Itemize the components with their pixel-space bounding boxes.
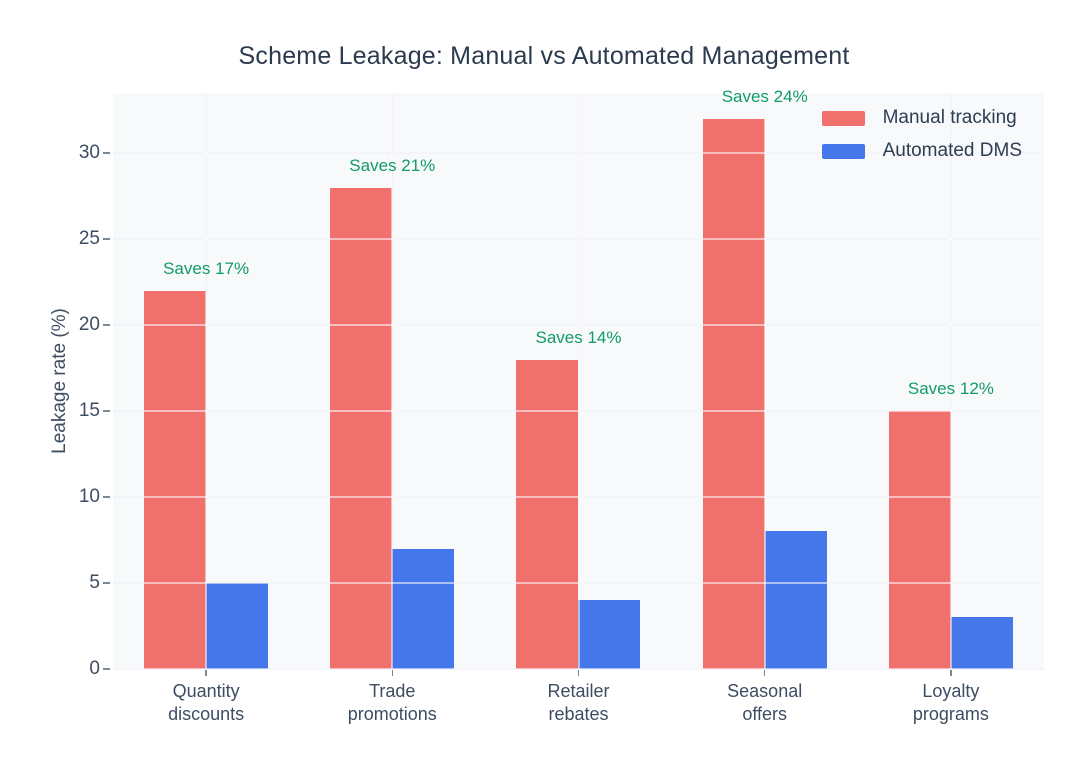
x-tick-mark <box>577 669 580 676</box>
y-tick-label: 20 <box>78 314 100 336</box>
legend-label: Manual tracking <box>882 107 1017 128</box>
y-tick-label: 0 <box>89 658 100 679</box>
y-tick-mark <box>103 582 110 584</box>
y-tick-mark <box>103 152 110 154</box>
x-tick-mark <box>950 669 952 676</box>
savings-annotation: Saves 12% <box>907 379 994 399</box>
plot-area: Manual tracking Automated DMS Saves 17% Sa… <box>113 87 1044 670</box>
y-tick-label: 10 <box>78 486 100 508</box>
automated-dms-bar[interactable] <box>392 548 455 669</box>
savings-annotation: Saves 14% <box>535 327 622 347</box>
x-tick-mark <box>205 669 207 676</box>
bar-group <box>299 93 485 669</box>
x-tick-label: Loyalty programs <box>912 681 989 724</box>
x-tick-mark <box>763 669 766 676</box>
manual-tracking-bar[interactable] <box>144 290 207 669</box>
v-gridline-overlay <box>763 93 766 669</box>
legend-swatch-icon <box>821 143 865 159</box>
legend-label: Automated DMS <box>882 140 1022 161</box>
x-tick-mark <box>391 669 394 676</box>
v-gridline-overlay <box>949 93 952 669</box>
manual-tracking-bar[interactable] <box>888 411 951 669</box>
savings-annotation: Saves 24% <box>721 86 808 106</box>
y-tick-label: 25 <box>78 228 100 250</box>
y-tick-label: 5 <box>89 572 100 594</box>
automated-dms-bar[interactable] <box>764 531 827 669</box>
legend-item[interactable]: Manual tracking <box>821 107 1022 129</box>
manual-tracking-bar[interactable] <box>516 359 579 669</box>
x-tick-label: Quantity discounts <box>168 681 245 724</box>
y-tick-label: 15 <box>78 400 100 422</box>
h-gridline-overlay <box>113 668 1044 670</box>
automated-dms-bar[interactable] <box>950 617 1013 669</box>
bar-group <box>113 93 299 669</box>
automated-dms-bar[interactable] <box>578 600 641 669</box>
x-tick-label: Retailer rebates <box>547 681 610 724</box>
v-gridline-overlay <box>205 93 208 669</box>
x-tick-label: Trade promotions <box>347 681 437 724</box>
legend-item[interactable]: Automated DMS <box>821 140 1022 162</box>
y-tick-mark <box>103 668 110 670</box>
bar-group <box>672 93 858 669</box>
legend: Manual tracking Automated DMS <box>821 107 1022 162</box>
y-tick-mark <box>103 238 110 240</box>
v-gridline-overlay <box>577 93 580 669</box>
x-tick-label: Seasonal offers <box>727 681 803 724</box>
manual-tracking-bar[interactable] <box>702 118 765 669</box>
chart-title: Scheme Leakage: Manual vs Automated Mana… <box>238 42 850 70</box>
y-tick-mark <box>103 496 110 498</box>
bar-group <box>858 93 1044 669</box>
manual-tracking-bar[interactable] <box>330 187 393 669</box>
y-tick-mark <box>103 324 110 326</box>
y-tick-mark <box>103 410 110 412</box>
legend-swatch-icon <box>821 110 865 126</box>
v-gridline-overlay <box>391 93 394 669</box>
y-tick-label: 30 <box>78 142 100 164</box>
automated-dms-bar[interactable] <box>206 583 269 669</box>
savings-annotation: Saves 17% <box>163 258 250 278</box>
savings-annotation: Saves 21% <box>349 155 436 175</box>
